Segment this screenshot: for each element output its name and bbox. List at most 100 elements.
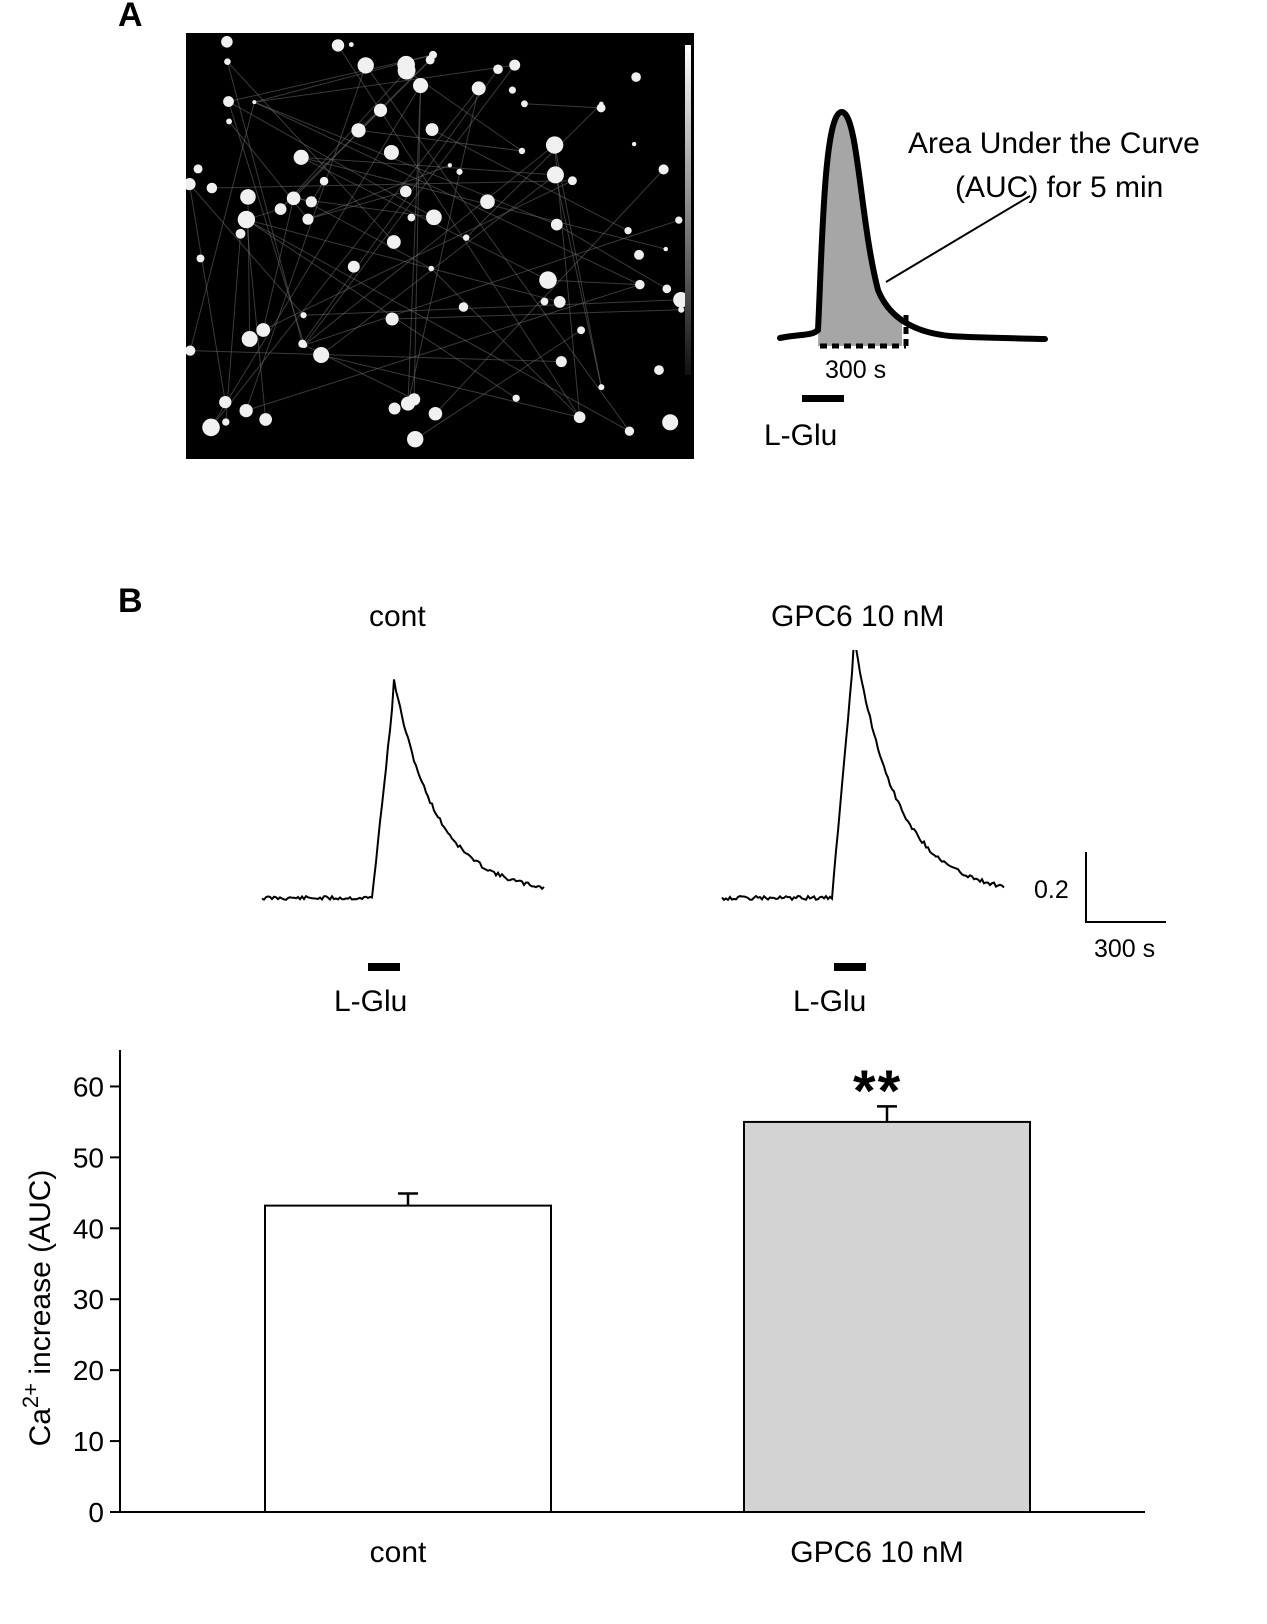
- cell-body: [252, 100, 257, 105]
- cell-body: [471, 81, 486, 96]
- l-glu-bar-a: [802, 395, 844, 402]
- y-axis-label-rest: increase (AUC): [24, 1170, 57, 1383]
- trace-scale-bar: [1085, 852, 1166, 923]
- auc-annotation-line1: Area Under the Curve: [908, 127, 1200, 160]
- cell-body: [274, 203, 287, 215]
- neurite: [304, 219, 679, 346]
- cell-body: [518, 147, 526, 155]
- neurite: [392, 309, 682, 320]
- l-glu-label-gpc6: L-Glu: [793, 985, 867, 1018]
- cell-body: [319, 176, 329, 186]
- l-glu-label-a: L-Glu: [764, 419, 838, 452]
- x-tick-label-0: cont: [370, 1536, 427, 1569]
- cell-body: [540, 297, 549, 306]
- cell-body: [521, 100, 528, 108]
- neurite: [211, 180, 573, 189]
- neurite: [307, 164, 451, 220]
- neurite: [302, 68, 499, 345]
- cell-body: [480, 194, 495, 210]
- cell-body: [239, 403, 253, 418]
- cell-body: [259, 413, 272, 426]
- neurite: [554, 144, 602, 388]
- cell-body: [447, 163, 452, 168]
- cell-body: [221, 36, 233, 48]
- neurite: [245, 65, 367, 411]
- cell-body: [631, 72, 641, 82]
- cell-body: [635, 279, 645, 290]
- cell-body: [313, 346, 330, 364]
- cell-body: [386, 235, 401, 249]
- neurite: [210, 88, 480, 428]
- cell-body: [678, 306, 685, 313]
- cell-body: [383, 144, 399, 160]
- neurite: [524, 103, 602, 109]
- cell-body: [397, 55, 415, 74]
- neurite: [303, 64, 516, 346]
- cell-body: [425, 123, 439, 136]
- neurite: [556, 224, 668, 290]
- y-tick-label: 10: [73, 1426, 104, 1457]
- neurite: [358, 129, 522, 152]
- neurite: [228, 101, 305, 346]
- cell-body: [300, 312, 307, 319]
- neurite: [189, 102, 255, 351]
- neurite: [414, 329, 582, 440]
- neurite: [225, 233, 242, 423]
- cell-body: [193, 164, 203, 174]
- neurite: [307, 190, 406, 220]
- neurite: [303, 299, 681, 316]
- neurite: [431, 129, 629, 232]
- cell-body: [222, 418, 230, 426]
- auc-shaded-area: [818, 111, 902, 346]
- auc-pointer-line: [885, 195, 1031, 283]
- cell-body: [662, 284, 672, 294]
- bar-0: [264, 1204, 552, 1513]
- cell-body: [351, 123, 366, 138]
- y-axis-label-sup: 2+: [18, 1383, 43, 1408]
- cell-body: [567, 176, 577, 186]
- cell-body: [412, 77, 429, 94]
- cell-body: [462, 234, 470, 241]
- neurite: [554, 174, 602, 388]
- trace-gpc6-line: [721, 650, 1005, 902]
- cell-body: [426, 209, 442, 226]
- neurite: [254, 101, 557, 226]
- panel-b-label: B: [118, 582, 143, 620]
- cell-body: [202, 418, 220, 437]
- cell-body: [428, 406, 443, 421]
- neurite: [189, 184, 226, 403]
- neurite: [226, 61, 303, 344]
- cell-body: [241, 331, 258, 347]
- cell-body: [550, 218, 563, 231]
- trace-gpc6: [721, 650, 1005, 902]
- cell-body: [206, 182, 218, 194]
- cell-body: [385, 312, 399, 326]
- cell-body: [240, 189, 256, 205]
- neurite: [245, 219, 267, 420]
- y-tick-label: 40: [73, 1213, 104, 1244]
- cell-body: [624, 227, 632, 235]
- cell-body: [235, 228, 246, 239]
- cell-body: [624, 426, 635, 436]
- neurite: [262, 198, 295, 331]
- y-tick-label: 60: [73, 1071, 104, 1102]
- cell-body: [298, 339, 307, 348]
- cell-body: [373, 103, 388, 117]
- cell-body: [256, 323, 271, 337]
- cell-body: [219, 395, 232, 409]
- cell-body: [577, 326, 586, 335]
- y-tick-label: 0: [88, 1497, 104, 1528]
- cell-body: [573, 411, 586, 424]
- cell-body: [407, 430, 424, 448]
- x-tick-label-1: GPC6 10 nM: [790, 1536, 963, 1569]
- cell-body: [545, 136, 564, 154]
- cell-body: [546, 166, 564, 184]
- fluorescence-micrograph: [183, 33, 694, 459]
- cell-body: [598, 384, 605, 391]
- cell-body: [357, 57, 374, 74]
- cell-body: [388, 402, 401, 415]
- cell-body: [508, 86, 516, 94]
- cell-body: [183, 178, 196, 191]
- cell-body: [347, 260, 360, 273]
- cell-body: [196, 254, 205, 263]
